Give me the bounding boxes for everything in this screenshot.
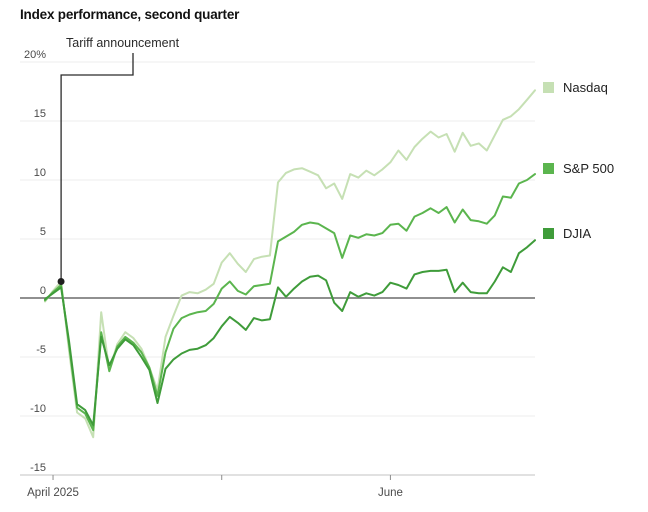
legend-item-nasdaq: Nasdaq bbox=[543, 80, 608, 95]
legend-swatch-djia bbox=[543, 228, 554, 239]
legend-label-sp500: S&P 500 bbox=[563, 161, 615, 176]
legend-label-nasdaq: Nasdaq bbox=[563, 80, 608, 95]
annotation-label: Tariff announcement bbox=[66, 36, 180, 50]
legend-item-djia: DJIA bbox=[543, 226, 591, 241]
y-axis-label: 0 bbox=[40, 285, 46, 297]
legend-label-djia: DJIA bbox=[563, 226, 592, 241]
y-axis-label: -5 bbox=[36, 344, 46, 356]
series-line-djia bbox=[44, 239, 536, 427]
y-axis-label: 10 bbox=[34, 167, 46, 179]
x-axis-label: June bbox=[378, 487, 403, 499]
series-line-sp500 bbox=[44, 173, 536, 432]
legend-swatch-sp500 bbox=[543, 163, 554, 174]
y-axis-label: -15 bbox=[30, 462, 46, 474]
series-line-nasdaq bbox=[44, 89, 536, 439]
legend-item-sp500: S&P 500 bbox=[543, 161, 614, 176]
y-axis-label: -10 bbox=[30, 403, 46, 415]
annotation-dot bbox=[57, 277, 65, 285]
chart-title: Index performance, second quarter bbox=[20, 7, 240, 22]
x-axis-label: April 2025 bbox=[27, 487, 79, 499]
y-axis-label: 20% bbox=[24, 49, 46, 61]
legend-swatch-nasdaq bbox=[543, 82, 554, 93]
annotation-leader-line bbox=[60, 53, 134, 282]
y-axis-label: 15 bbox=[34, 108, 46, 120]
y-axis-label: 5 bbox=[40, 226, 46, 238]
legend: Nasdaq S&P 500 DJIA bbox=[543, 0, 643, 512]
